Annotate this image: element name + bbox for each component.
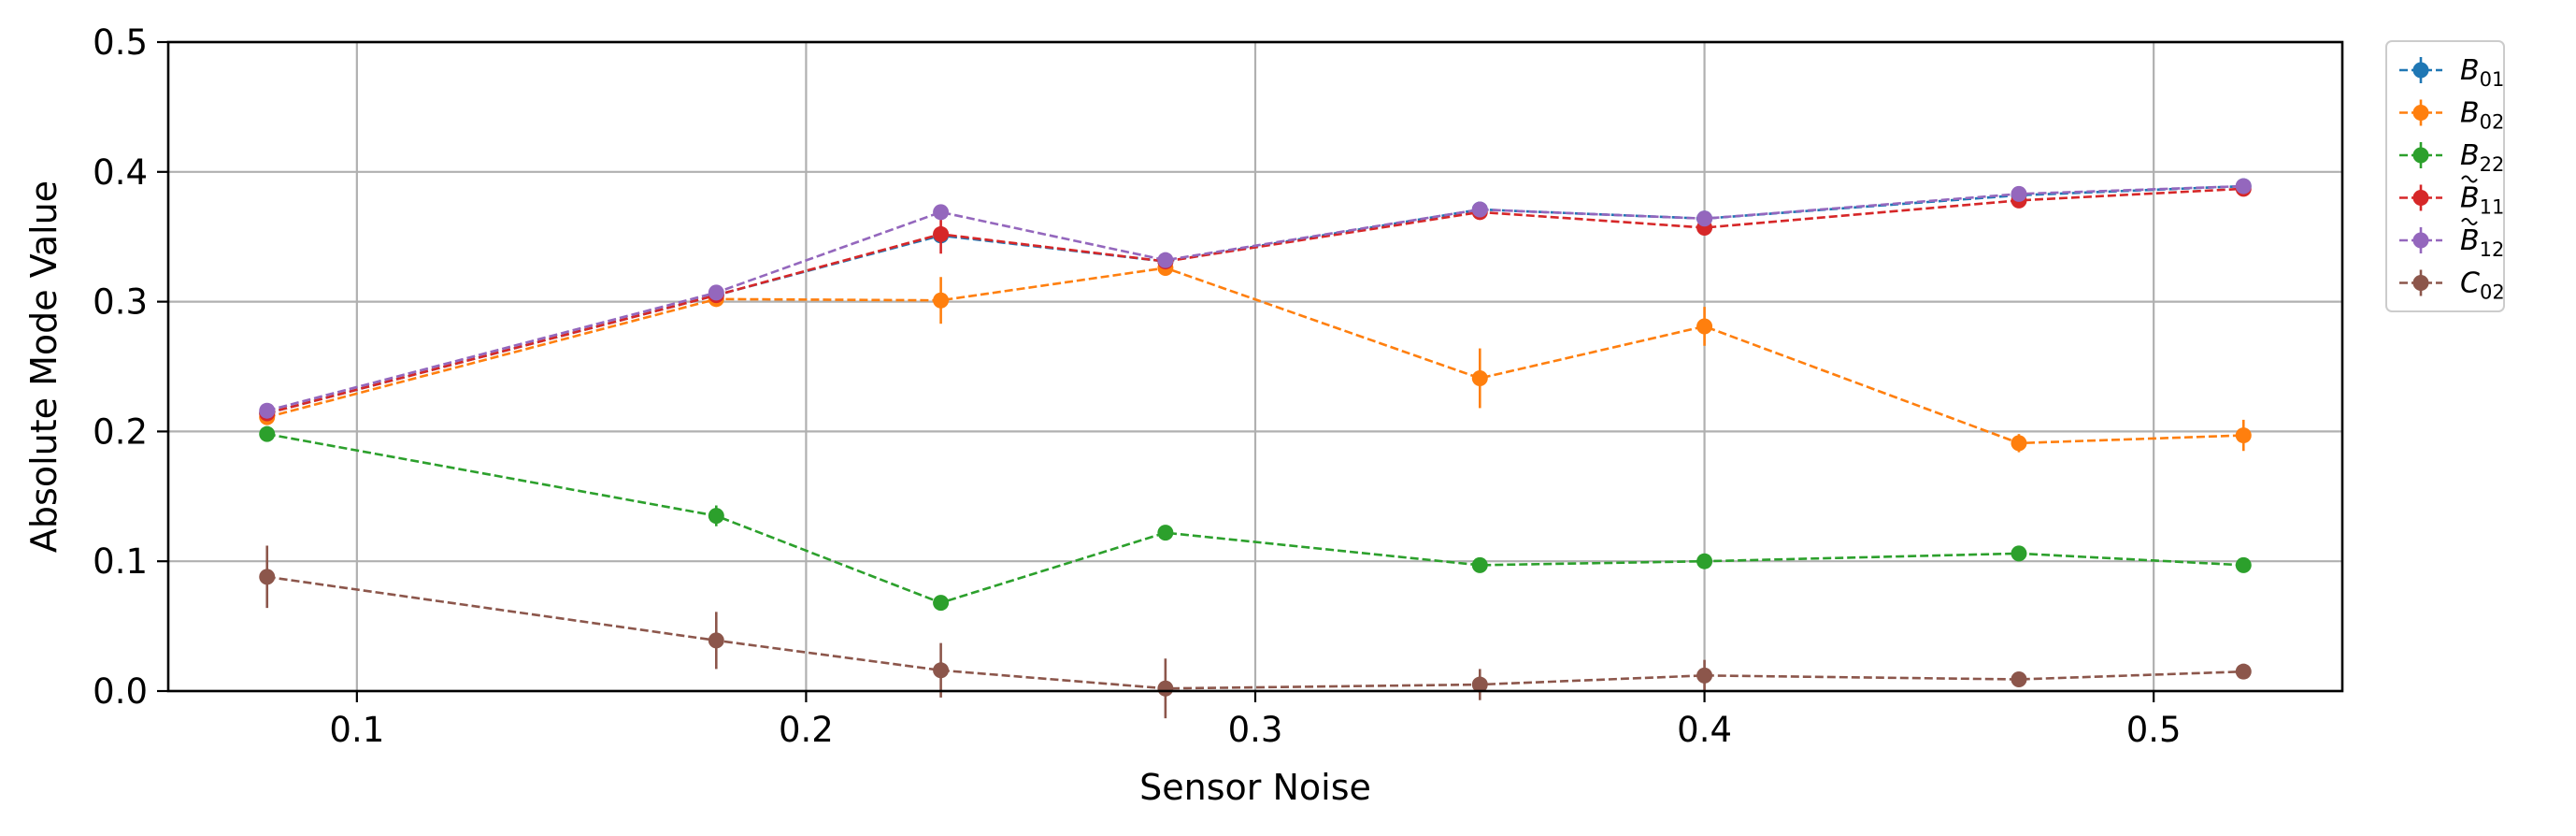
series-line <box>266 267 2244 445</box>
data-point <box>1696 553 1713 569</box>
series-b-22 <box>259 425 2252 612</box>
legend-tilde <box>2461 218 2478 225</box>
x-tick-label: 0.1 <box>329 710 384 750</box>
legend-subscript: 02 <box>2480 111 2505 134</box>
data-point <box>259 425 276 442</box>
x-tick-label: 0.5 <box>2126 710 2182 750</box>
data-point <box>2011 671 2027 688</box>
data-point <box>933 292 950 309</box>
x-tick-label: 0.4 <box>1677 710 1732 750</box>
data-point <box>933 204 950 221</box>
data-point <box>708 508 724 525</box>
series-line <box>266 575 2244 690</box>
data-point <box>259 402 276 419</box>
data-point <box>2235 427 2252 444</box>
data-point <box>1157 525 1174 541</box>
y-axis-label: Absolute Mode Value <box>23 180 64 553</box>
y-tick-label: 0.3 <box>93 282 148 323</box>
data-point <box>933 595 950 612</box>
data-point <box>1471 556 1488 573</box>
legend-subscript: 22 <box>2480 153 2505 176</box>
x-tick-label: 0.2 <box>779 710 834 750</box>
legend-subscript: 12 <box>2480 238 2505 261</box>
y-tick-label: 0.1 <box>93 541 148 582</box>
legend-tilde <box>2461 175 2478 183</box>
y-axis-ticks: 0.0 0.1 0.2 0.3 0.4 0.5 <box>93 22 168 712</box>
y-tick-label: 0.0 <box>93 671 148 712</box>
data-point <box>708 284 724 301</box>
plot-series <box>259 178 2252 719</box>
data-point <box>2011 185 2027 202</box>
legend-marker <box>2412 105 2429 121</box>
legend-subscript: 01 <box>2480 68 2505 91</box>
legend-marker <box>2412 147 2429 164</box>
data-point <box>1471 201 1488 218</box>
series-line <box>266 187 2244 415</box>
data-point <box>2235 556 2252 573</box>
data-point <box>2011 435 2027 452</box>
y-tick-label: 0.5 <box>93 22 148 63</box>
y-tick-label: 0.4 <box>93 152 148 193</box>
series-c-02 <box>259 545 2252 719</box>
data-point <box>2235 178 2252 195</box>
x-axis-ticks: 0.1 0.2 0.3 0.4 0.5 <box>329 691 2182 750</box>
data-point <box>708 632 724 649</box>
series-line <box>266 184 2244 412</box>
legend-marker <box>2412 232 2429 249</box>
x-tick-label: 0.3 <box>1228 710 1283 750</box>
data-point <box>1471 676 1488 693</box>
data-point <box>1471 369 1488 386</box>
data-point <box>1157 252 1174 268</box>
data-point <box>1696 210 1713 227</box>
legend-marker <box>2412 275 2429 291</box>
data-point <box>2011 545 2027 562</box>
series-b-tilde-12 <box>259 178 2252 419</box>
legend-marker <box>2412 62 2429 79</box>
legend-marker <box>2412 190 2429 206</box>
x-axis-label: Sensor Noise <box>1139 767 1371 808</box>
data-point <box>1157 680 1174 697</box>
data-point <box>2235 663 2252 680</box>
data-point <box>1696 318 1713 335</box>
data-point <box>1696 667 1713 684</box>
legend-subscript: 11 <box>2480 196 2505 219</box>
data-point <box>933 225 950 242</box>
legend-subscript: 02 <box>2480 281 2505 304</box>
data-point <box>259 569 276 585</box>
y-tick-label: 0.2 <box>93 411 148 452</box>
data-point <box>933 662 950 679</box>
